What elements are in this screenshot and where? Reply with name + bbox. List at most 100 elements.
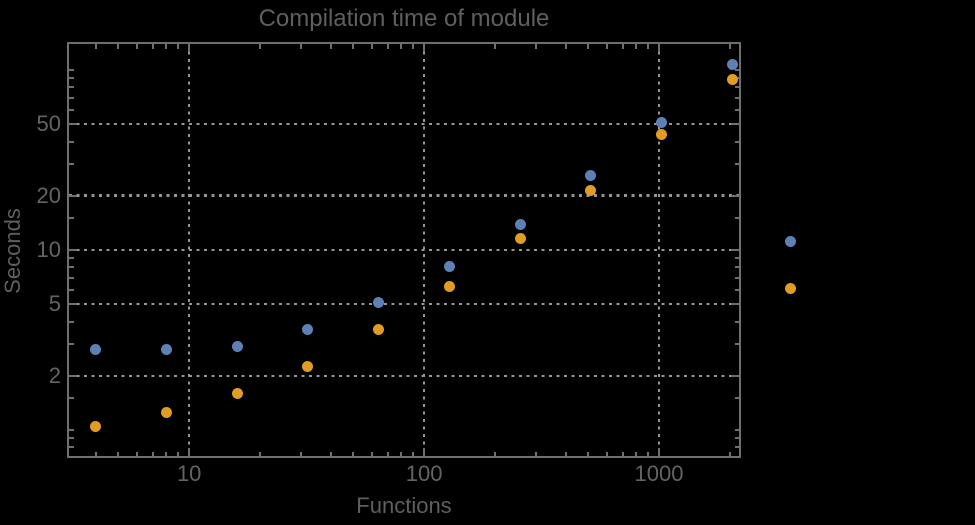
y-axis-tick (69, 140, 74, 143)
x-axis-tick (386, 44, 389, 49)
y-axis-tick (731, 123, 739, 126)
x-axis-tick (423, 44, 426, 52)
x-axis-tick (400, 44, 403, 49)
data-point-blue-series (231, 341, 243, 353)
y-axis-tick (69, 96, 74, 99)
y-tick-label: 10 (36, 236, 61, 262)
y-axis-tick (69, 320, 74, 323)
legend-marker-orange-series (785, 283, 796, 294)
x-axis-tick (136, 44, 138, 49)
y-tick-label: 2 (48, 362, 61, 388)
x-axis-tick (647, 44, 650, 49)
y-gridline (69, 302, 739, 306)
x-tick-label: 1000 (634, 461, 684, 486)
y-axis-tick (69, 68, 74, 71)
x-axis-tick (493, 44, 496, 49)
plot-area (67, 42, 741, 458)
x-axis-tick (352, 44, 355, 49)
data-point-blue-series (726, 59, 738, 71)
x-axis-tick (94, 44, 97, 49)
chart-title: Compilation time of module (258, 5, 550, 32)
x-gridline (657, 44, 661, 456)
y-axis-tick (734, 397, 739, 400)
data-point-blue-series (585, 169, 597, 181)
x-axis-tick (165, 44, 168, 49)
x-axis-label: Functions (356, 493, 452, 518)
x-axis-tick (605, 451, 608, 456)
x-axis-tick (177, 451, 180, 456)
x-tick-label: 10 (176, 461, 202, 486)
y-axis-tick (69, 288, 74, 291)
y-axis-tick (69, 446, 74, 449)
y-axis-tick (734, 428, 739, 431)
x-axis-tick (587, 451, 590, 456)
legend-marker-blue-series (785, 236, 796, 247)
y-axis-tick (734, 266, 739, 269)
x-axis-tick (165, 451, 168, 456)
y-gridline (69, 374, 739, 377)
data-point-orange-series (443, 280, 455, 292)
x-axis-tick (188, 448, 191, 456)
y-axis-tick (734, 163, 739, 165)
x-axis-tick (117, 44, 120, 49)
data-point-orange-series (585, 184, 597, 196)
x-axis-tick (728, 44, 731, 49)
x-axis-tick (371, 451, 373, 456)
y-axis-tick (69, 123, 77, 126)
data-point-orange-series (231, 387, 243, 399)
y-tick-label: 5 (48, 291, 61, 317)
y-axis-tick (69, 217, 74, 220)
y-axis-tick (69, 437, 74, 440)
x-axis-tick (535, 44, 538, 49)
x-axis-tick (258, 451, 261, 456)
y-axis-tick (731, 303, 739, 306)
x-axis-tick (564, 44, 567, 49)
data-point-blue-series (90, 343, 102, 355)
x-axis-tick (258, 44, 261, 49)
x-axis-tick (423, 448, 426, 456)
x-axis-tick (564, 451, 567, 456)
x-axis-tick (412, 451, 415, 456)
data-point-orange-series (90, 420, 102, 432)
y-axis-tick (69, 428, 74, 431)
y-axis-tick (69, 266, 74, 269)
y-axis-tick (734, 86, 739, 89)
x-gridline (422, 44, 426, 456)
data-point-orange-series (514, 232, 526, 244)
y-axis-tick (734, 276, 739, 279)
y-axis-tick (734, 257, 739, 260)
y-axis-tick (69, 257, 74, 260)
y-axis-tick (69, 86, 74, 89)
y-axis-tick (734, 217, 739, 220)
data-point-orange-series (655, 129, 667, 141)
y-axis-tick (734, 343, 739, 345)
y-axis-tick (734, 446, 739, 449)
y-axis-tick (734, 108, 739, 111)
y-axis-tick (69, 374, 77, 377)
y-gridline (69, 194, 739, 197)
x-axis-tick (658, 44, 660, 52)
x-axis-tick (605, 44, 608, 49)
y-axis-tick (69, 163, 74, 165)
data-point-orange-series (160, 406, 172, 418)
x-axis-tick (352, 451, 355, 456)
y-axis-tick (69, 397, 74, 400)
data-point-blue-series (373, 297, 384, 308)
x-axis-tick (371, 44, 373, 49)
x-axis-tick (587, 44, 590, 49)
x-axis-tick (151, 451, 154, 456)
x-axis-tick (647, 451, 650, 456)
y-tick-label: 20 (36, 182, 61, 208)
y-axis-tick (69, 77, 74, 80)
y-axis-tick (734, 288, 739, 291)
x-axis-tick (412, 44, 415, 49)
x-tick-label: 100 (405, 461, 443, 486)
x-axis-tick (300, 451, 303, 456)
y-axis-tick (734, 68, 739, 71)
y-gridline (69, 122, 739, 126)
data-point-orange-series (302, 361, 314, 372)
y-axis-tick (69, 276, 74, 279)
data-point-blue-series (302, 324, 314, 336)
y-axis-tick (734, 96, 739, 99)
